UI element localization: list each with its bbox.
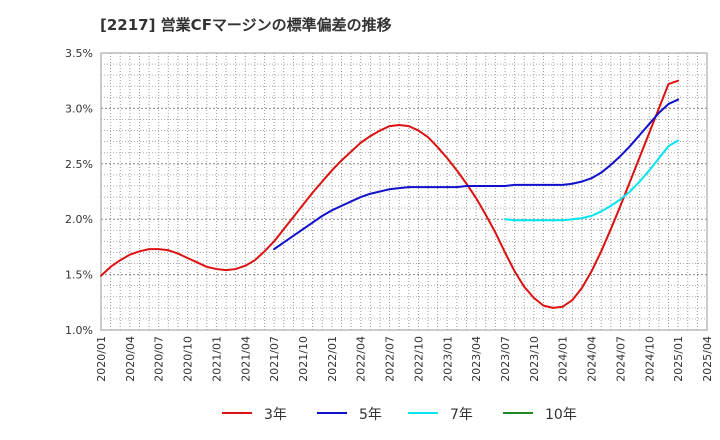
- legend-label: 10年: [545, 407, 577, 423]
- x-tick-label: 2021/01: [210, 336, 223, 382]
- series-lines: [100, 79, 680, 309]
- y-tick-label: 2.5%: [65, 158, 93, 171]
- x-tick-label: 2022/07: [384, 336, 397, 382]
- x-tick-label: 2023/04: [470, 336, 483, 382]
- y-tick-label: 3.0%: [65, 102, 93, 115]
- y-tick-label: 1.5%: [65, 269, 93, 282]
- x-tick-label: 2022/04: [355, 336, 368, 382]
- x-tick-label: 2024/04: [586, 336, 599, 382]
- y-gridlines: [101, 63, 707, 320]
- x-tick-label: 2024/10: [643, 336, 656, 382]
- x-tick-label: 2023/07: [499, 336, 512, 382]
- y-tick-label: 1.0%: [65, 324, 93, 337]
- x-tick-label: 2025/01: [672, 336, 685, 382]
- x-axis-ticks: 2020/01 2020/04 2020/07 2020/10 2021/01 2021/…: [95, 336, 714, 382]
- x-tick-label: 2021/10: [297, 336, 310, 382]
- x-gridlines: [110, 53, 698, 330]
- x-tick-label: 2020/04: [124, 336, 137, 382]
- plot-frame: [100, 52, 708, 331]
- chart-title: [2217] 営業CFマージンの標準偏差の推移: [100, 16, 392, 34]
- x-tick-label: 2020/01: [95, 336, 108, 382]
- plot-area: [100, 52, 708, 331]
- x-tick-label: 2022/10: [412, 336, 425, 382]
- x-tick-label: 2025/04: [701, 336, 714, 382]
- series-line: [504, 139, 680, 222]
- series-line: [100, 79, 680, 309]
- x-tick-label: 2024/01: [557, 336, 570, 382]
- legend-label: 7年: [450, 407, 473, 423]
- legend-label: 3年: [264, 407, 287, 423]
- x-tick-label: 2023/10: [528, 336, 541, 382]
- x-tick-label: 2022/01: [326, 336, 339, 382]
- x-tick-label: 2021/07: [268, 336, 281, 382]
- x-tick-label: 2020/07: [153, 336, 166, 382]
- y-axis-ticks: 1.0% 1.5% 2.0% 2.5% 3.0% 3.5%: [65, 47, 93, 337]
- x-tick-label: 2021/04: [239, 336, 252, 382]
- legend-label: 5年: [359, 407, 382, 423]
- legend: 3年 5年 7年 10年: [222, 407, 577, 423]
- series-line: [273, 98, 680, 251]
- x-tick-label: 2024/07: [614, 336, 627, 382]
- y-tick-label: 2.0%: [65, 213, 93, 226]
- x-tick-label: 2023/01: [441, 336, 454, 382]
- x-tick-label: 2020/10: [182, 336, 195, 382]
- y-tick-label: 3.5%: [65, 47, 93, 60]
